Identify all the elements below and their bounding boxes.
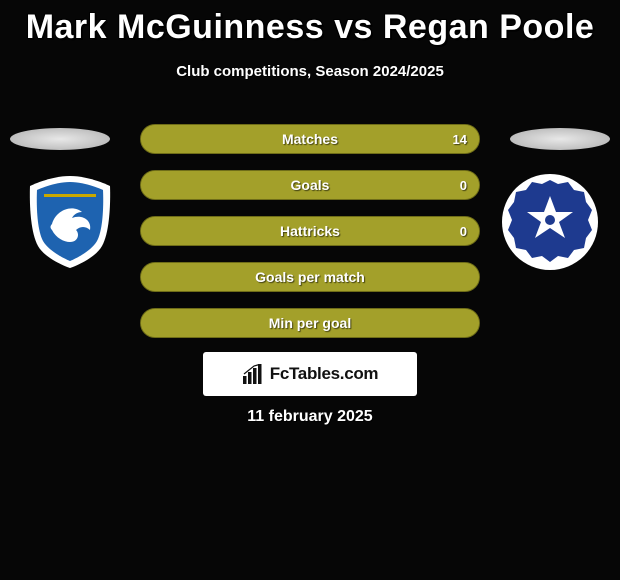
chart-icon (242, 364, 264, 384)
stat-label: Goals (291, 177, 330, 193)
stat-label: Matches (282, 131, 338, 147)
watermark: FcTables.com (203, 352, 417, 396)
stat-label: Goals per match (255, 269, 365, 285)
stat-row: Hattricks 0 (140, 216, 480, 246)
stat-value-left: 0 (460, 178, 467, 193)
stat-row: Goals per match (140, 262, 480, 292)
stat-row: Min per goal (140, 308, 480, 338)
stat-value-left: 14 (453, 132, 467, 147)
club-crest-right (500, 172, 600, 272)
stat-fill-right (310, 171, 479, 199)
watermark-text: FcTables.com (270, 364, 379, 384)
stat-label: Hattricks (280, 223, 340, 239)
page-title: Mark McGuinness vs Regan Poole (0, 0, 620, 47)
stats-container: Matches 14 Goals 0 Hattricks 0 Goals per match… (140, 124, 480, 354)
stat-label: Min per goal (269, 315, 351, 331)
club-crest-left (20, 172, 120, 272)
stat-row: Matches 14 (140, 124, 480, 154)
date-label: 11 february 2025 (0, 408, 620, 426)
stat-value-left: 0 (460, 224, 467, 239)
stat-fill-left (141, 171, 310, 199)
player-right-avatar (510, 128, 610, 150)
subtitle: Club competitions, Season 2024/2025 (0, 63, 620, 80)
player-left-avatar (10, 128, 110, 150)
stat-row: Goals 0 (140, 170, 480, 200)
